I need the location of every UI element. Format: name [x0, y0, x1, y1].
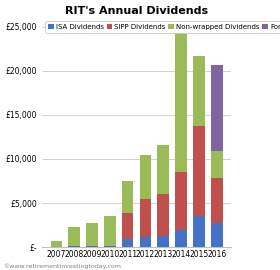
- Bar: [86, 222, 98, 247]
- Bar: [140, 154, 151, 199]
- Bar: [50, 241, 62, 247]
- Bar: [211, 65, 223, 151]
- Bar: [175, 230, 187, 247]
- Bar: [140, 199, 151, 237]
- Bar: [122, 181, 133, 213]
- Bar: [157, 145, 169, 194]
- Title: RIT's Annual Dividends: RIT's Annual Dividends: [65, 6, 208, 16]
- Bar: [193, 56, 205, 126]
- Legend: ISA Dividends, SIPP Dividends, Non-wrapped Dividends, Forecast: ISA Dividends, SIPP Dividends, Non-wrapp…: [45, 21, 280, 33]
- Bar: [157, 194, 169, 236]
- Bar: [211, 151, 223, 177]
- Bar: [68, 227, 80, 247]
- Bar: [211, 224, 223, 247]
- Bar: [175, 172, 187, 229]
- Bar: [193, 126, 205, 216]
- Bar: [211, 177, 223, 224]
- Bar: [157, 236, 169, 247]
- Bar: [175, 31, 187, 172]
- Bar: [104, 216, 116, 246]
- Bar: [193, 216, 205, 247]
- Bar: [122, 239, 133, 247]
- Bar: [104, 246, 116, 247]
- Bar: [140, 237, 151, 247]
- Text: ©www.retirementinvestingtoday.com: ©www.retirementinvestingtoday.com: [3, 263, 121, 269]
- Bar: [122, 213, 133, 239]
